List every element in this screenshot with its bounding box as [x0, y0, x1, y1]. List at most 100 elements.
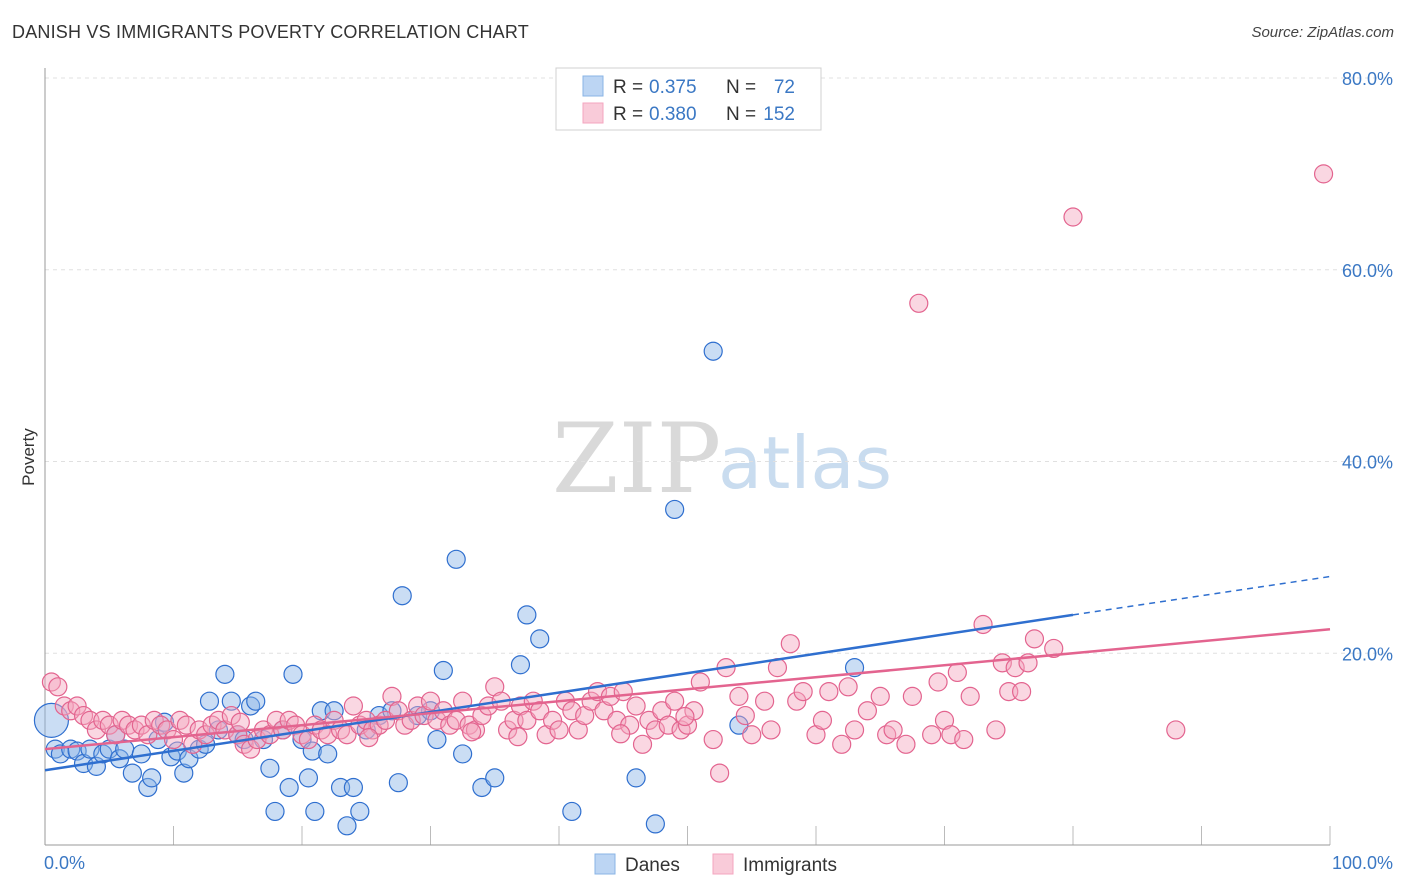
x-tick-min: 0.0% — [44, 853, 85, 873]
legend-swatch-danes — [582, 75, 604, 97]
immigrants-point — [163, 729, 184, 750]
immigrants-point — [742, 725, 762, 745]
immigrants-point — [498, 720, 518, 740]
immigrants-point — [67, 696, 87, 716]
immigrants-point — [806, 725, 826, 745]
danes-point — [221, 691, 241, 711]
immigrants-point — [761, 720, 781, 740]
series-legend: Danes Immigrants — [594, 853, 837, 876]
legend-n-label-immigrants: N = — [726, 104, 756, 125]
danes-point — [510, 655, 531, 675]
danes-point — [453, 744, 473, 764]
danes-point — [265, 801, 285, 822]
danes-point — [427, 729, 447, 750]
immigrants-point — [568, 720, 588, 740]
immigrants-point — [462, 722, 482, 742]
danes-point — [433, 660, 453, 681]
danes-point — [562, 801, 582, 822]
immigrants-point — [928, 672, 948, 692]
immigrants-point — [472, 705, 492, 726]
immigrants-point — [658, 715, 678, 735]
danes-trend-extension — [1072, 575, 1331, 616]
immigrants-point — [665, 691, 685, 711]
immigrants-point — [960, 686, 980, 706]
y-tick-label-80: 80.0% — [1342, 69, 1393, 89]
danes-point — [485, 768, 505, 788]
danes-point — [388, 773, 408, 793]
immigrants-point — [359, 728, 379, 748]
legend-n-immigrants: 152 — [763, 104, 795, 125]
grid-layer — [45, 77, 1392, 845]
immigrants-point — [832, 734, 852, 754]
y-tick-label-60: 60.0% — [1342, 261, 1393, 281]
immigrants-point — [883, 720, 903, 740]
immigrants-point — [645, 720, 665, 740]
immigrants-point — [48, 677, 68, 697]
immigrants-point — [208, 710, 229, 730]
danes-point — [392, 586, 412, 606]
immigrants-point — [787, 691, 807, 711]
danes-point — [318, 744, 338, 764]
immigrants-point — [343, 696, 363, 716]
immigrants-point — [549, 720, 569, 740]
immigrants-point — [934, 710, 955, 730]
immigrants-point — [870, 686, 890, 706]
immigrants-point — [1011, 681, 1032, 702]
immigrants-point — [986, 720, 1006, 740]
immigrants-point — [710, 763, 730, 783]
y-axis-title: Poverty — [19, 428, 38, 486]
danes-point — [517, 605, 537, 625]
immigrants-point — [838, 677, 858, 697]
danes-point — [446, 549, 466, 569]
y-tick-label-20: 20.0% — [1342, 644, 1393, 664]
immigrants-point — [420, 691, 441, 711]
immigrants-point — [632, 734, 653, 754]
bottom-legend-immigrants: Immigrants — [743, 855, 837, 876]
immigrants-trend-line — [44, 628, 1331, 751]
legend-n-label-danes: N = — [726, 77, 756, 98]
immigrants-point — [626, 696, 646, 716]
legend-r-immigrants: 0.380 — [649, 104, 697, 125]
danes-point — [138, 777, 158, 798]
stats-legend: R = 0.375 N = 72 R = 0.380 N = 152 — [555, 67, 822, 131]
source-label: Source: ZipAtlas.com — [1251, 24, 1394, 41]
immigrants-point — [703, 729, 723, 750]
danes-point — [729, 715, 749, 735]
danes-point — [298, 768, 319, 788]
danes-point — [703, 341, 723, 361]
immigrants-point — [1024, 629, 1045, 649]
y-tick-label-40: 40.0% — [1342, 453, 1393, 473]
y-tick-labels: 20.0% 40.0% 60.0% 80.0% — [1342, 69, 1393, 664]
immigrants-point — [575, 705, 595, 726]
legend-r-danes: 0.375 — [649, 77, 697, 98]
danes-point — [174, 763, 194, 783]
legend-r-label-danes: R = — [613, 77, 643, 98]
immigrants-point — [1313, 164, 1334, 184]
immigrants-point — [562, 701, 582, 721]
danes-point — [122, 763, 142, 783]
danes-point — [50, 744, 71, 764]
immigrants-point — [508, 727, 528, 747]
danes-point — [645, 814, 665, 834]
watermark-zip: ZIP — [552, 403, 721, 515]
axis-layer — [44, 68, 1330, 846]
immigrants-point — [652, 701, 672, 721]
immigrants-point — [675, 706, 695, 727]
bottom-legend-swatch-danes — [594, 853, 616, 875]
immigrants-point — [735, 705, 755, 726]
immigrants-point — [819, 681, 839, 702]
immigrants-point — [857, 701, 878, 721]
danes-point — [337, 816, 357, 836]
immigrants-point — [99, 715, 119, 735]
immigrants-point — [954, 729, 974, 750]
danes-point — [283, 664, 303, 684]
trend-lines — [44, 575, 1331, 772]
immigrants-point — [844, 720, 865, 740]
immigrants-point — [780, 634, 800, 654]
danes-point — [472, 777, 492, 798]
danes-points — [33, 341, 865, 836]
immigrants-point — [793, 681, 813, 702]
immigrants-point — [902, 686, 922, 706]
chart-title: DANISH VS IMMIGRANTS POVERTY CORRELATION… — [12, 22, 529, 42]
